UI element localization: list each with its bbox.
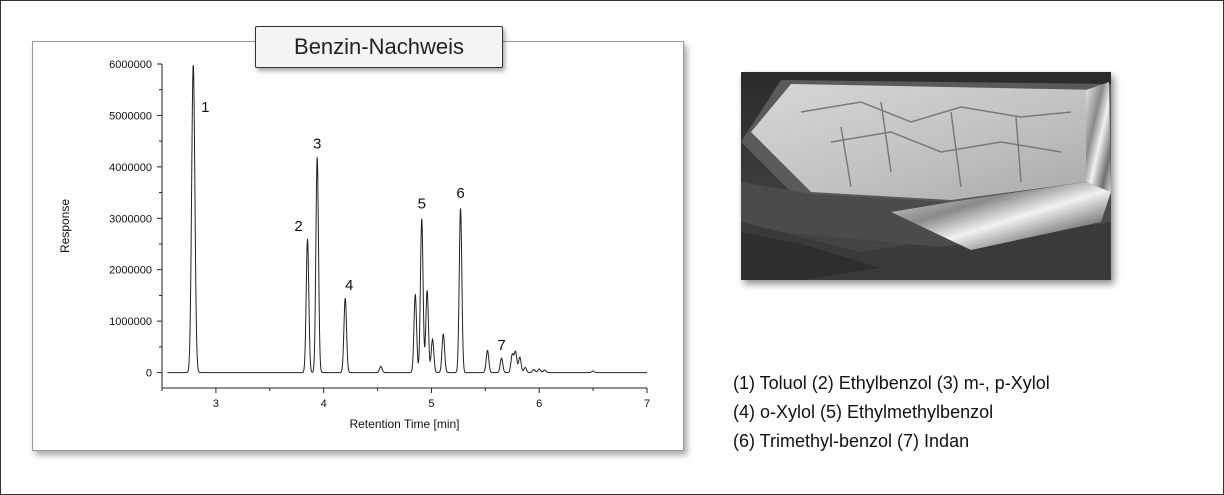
legend-line-3: (6) Trimethyl-benzol (7) Indan — [733, 431, 970, 451]
peak-label: 2 — [294, 218, 302, 235]
chart-card: 0 1000000 2000000 3000000 4000000 5000000 6000… — [32, 41, 684, 451]
fuel-sample-photo — [741, 72, 1111, 280]
y-tick-label: 0 — [146, 368, 152, 380]
y-tick-label: 5000000 — [109, 110, 152, 122]
legend-line-2: (4) o-Xylol (5) Ethylmethylbenzol — [733, 402, 994, 422]
x-tick-label: 3 — [213, 398, 219, 410]
y-tick-label: 4000000 — [109, 162, 152, 174]
legend-line-1: (1) Toluol (2) Ethylbenzol (3) m-, p-Xyl… — [733, 373, 1050, 393]
y-axis-title: Response — [58, 199, 72, 253]
x-tick-label: 7 — [644, 398, 650, 410]
x-tick-label: 4 — [321, 398, 327, 410]
x-tick-label: 6 — [536, 398, 542, 410]
peak-label: 7 — [497, 337, 505, 354]
photo-icon — [741, 72, 1111, 280]
x-axis-title: Retention Time [min] — [349, 417, 459, 431]
chart-title: Benzin-Nachweis — [255, 26, 503, 68]
y-tick-label: 2000000 — [109, 265, 152, 277]
peak-label: 5 — [418, 195, 426, 212]
chromatogram-trace — [167, 65, 647, 374]
y-tick-label: 6000000 — [109, 59, 152, 71]
y-tick-label: 1000000 — [109, 316, 152, 328]
y-tick-label: 3000000 — [109, 213, 152, 225]
x-tick-label: 5 — [428, 398, 434, 410]
compound-legend: (1) Toluol (2) Ethylbenzol (3) m-, p-Xyl… — [733, 369, 1050, 456]
peak-label: 6 — [456, 185, 464, 202]
peak-label: 3 — [313, 136, 321, 153]
peak-label: 1 — [201, 99, 209, 116]
peak-label: 4 — [345, 277, 353, 294]
chromatogram-chart: 0 1000000 2000000 3000000 4000000 5000000 6000… — [58, 59, 650, 431]
